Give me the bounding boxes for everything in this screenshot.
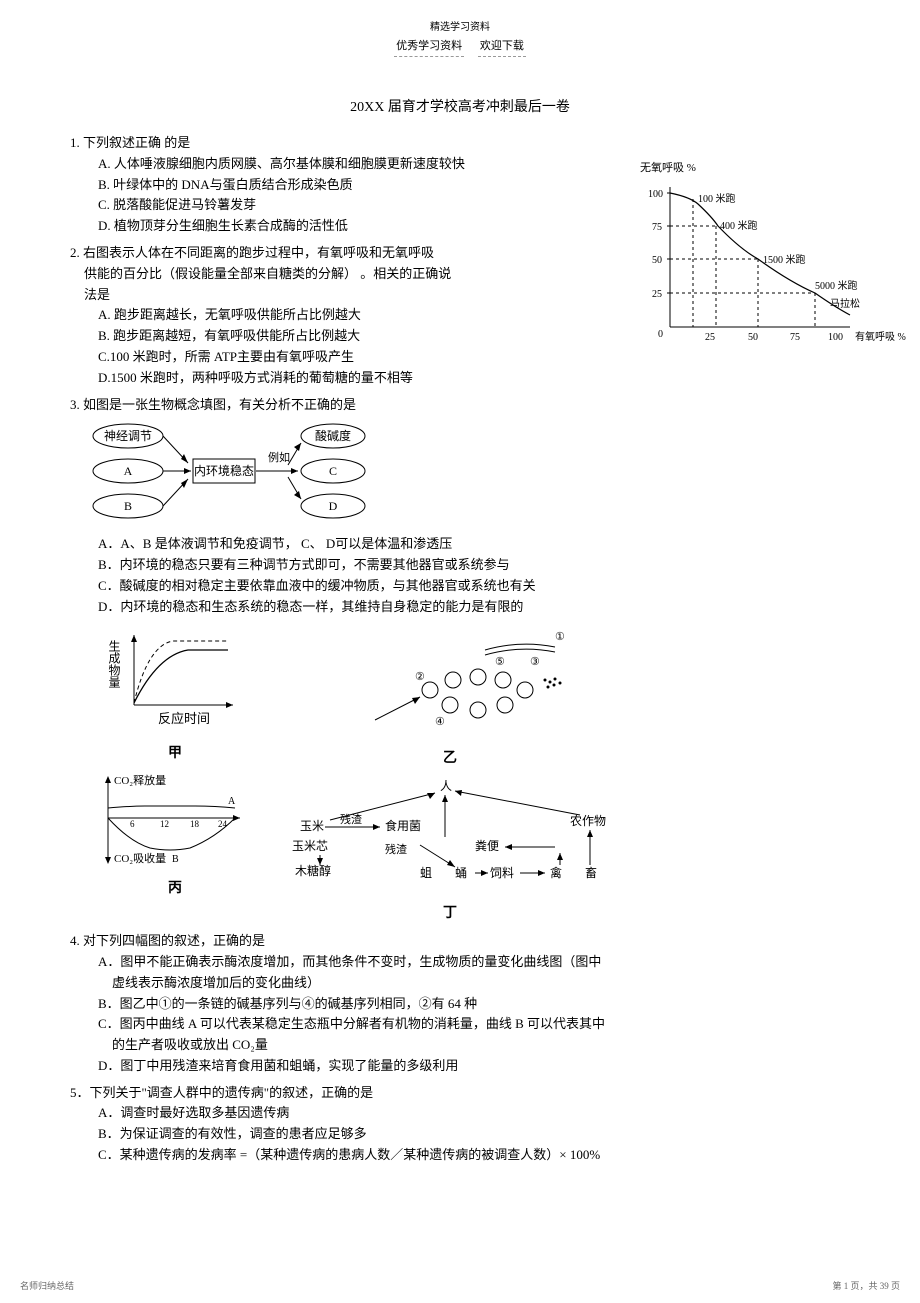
- svg-text:神经调节: 神经调节: [104, 429, 152, 443]
- svg-text:50: 50: [652, 255, 662, 266]
- q5-option-b: B．为保证调查的有效性，调查的患者应足够多: [70, 1124, 850, 1145]
- header-sub-left: 优秀学习资料: [394, 38, 464, 57]
- svg-text:有氧呼吸 %: 有氧呼吸 %: [855, 330, 906, 343]
- header-sub-right: 欢迎下载: [478, 38, 526, 57]
- q5-stem: 5．下列关于"调查人群中的遗传病"的叙述，正确的是: [70, 1083, 850, 1104]
- svg-text:⑤: ⑤: [495, 656, 505, 668]
- q4-option-a: A．图甲不能正确表示酶浓度增加，而其他条件不变时，生成物质的量变化曲线图（图中: [70, 952, 850, 973]
- q4-option-b: B．图乙中①的一条链的碱基序列与④的碱基序列相同，②有 64 种: [70, 994, 850, 1015]
- exam-title: 20XX 届育才学校高考冲刺最后一卷: [70, 97, 850, 119]
- svg-text:玉米芯: 玉米芯: [292, 839, 328, 853]
- svg-text:②: ②: [415, 671, 425, 683]
- panel-ding-label: 丁: [443, 901, 457, 923]
- q4-option-c: C．图丙中曲线 A 可以代表某稳定生态瓶中分解者有机物的消耗量，曲线 B 可以代…: [70, 1014, 850, 1035]
- svg-text:①: ①: [555, 631, 565, 643]
- svg-text:24: 24: [218, 819, 228, 829]
- q5-option-a: A．调查时最好选取多基因遗传病: [70, 1103, 850, 1124]
- svg-text:25: 25: [652, 289, 662, 300]
- q3-option-a: A．A、B 是体液调节和免疫调节， C、 D可以是体温和渗透压: [70, 534, 850, 555]
- svg-text:残渣: 残渣: [340, 812, 362, 826]
- svg-text:D: D: [329, 499, 338, 513]
- panel-yi-label: 乙: [443, 746, 457, 768]
- svg-text:75: 75: [652, 222, 662, 233]
- svg-text:CO₂吸收量: CO₂吸收量: [114, 851, 166, 865]
- svg-text:农作物: 农作物: [570, 814, 606, 828]
- svg-text:6: 6: [130, 819, 135, 829]
- svg-text:④: ④: [435, 716, 445, 728]
- svg-text:粪便: 粪便: [475, 839, 499, 853]
- footer-right: 第 1 页，共 39 页: [832, 1279, 900, 1293]
- question-3: 3. 如图是一张生物概念填图，有关分析不正确的是 神经调节 A B 内环境稳态 …: [70, 395, 850, 618]
- svg-text:畜: 畜: [585, 865, 597, 880]
- q2-option-d: D.1500 米跑时，两种呼吸方式消耗的葡萄糖的量不相等: [70, 368, 850, 389]
- q4-option-d: D．图丁中用残渣来培育食用菌和蛆蛹，实现了能量的多级利用: [70, 1056, 850, 1077]
- footer-left: 名师归纳总结: [20, 1279, 74, 1293]
- svg-text:100 米跑: 100 米跑: [698, 192, 736, 205]
- svg-text:1500 米跑: 1500 米跑: [763, 253, 806, 266]
- svg-text:玉米: 玉米: [300, 819, 324, 833]
- svg-text:A: A: [228, 796, 236, 807]
- svg-text:0: 0: [658, 329, 663, 340]
- svg-text:25: 25: [705, 332, 715, 343]
- q4-option-c2: 的生产者吸收或放出 CO₂量: [70, 1035, 850, 1056]
- svg-text:酸碱度: 酸碱度: [315, 428, 351, 443]
- svg-text:人: 人: [440, 779, 452, 793]
- header-top: 精选学习资料: [70, 20, 850, 36]
- four-panels: 生成物量 反应时间 甲 CO₂释放量 6 12 18 24: [100, 625, 850, 923]
- panel-bing: CO₂释放量 6 12 18 24 A B CO₂吸收量: [100, 770, 250, 870]
- svg-text:100: 100: [828, 332, 843, 343]
- svg-text:食用菌: 食用菌: [385, 818, 421, 833]
- svg-text:木糖醇: 木糖醇: [295, 863, 331, 878]
- svg-text:③: ③: [530, 656, 540, 668]
- svg-text:例如: 例如: [268, 450, 290, 464]
- q3-option-d: D．内环境的稳态和生态系统的稳态一样，其维持自身稳定的能力是有限的: [70, 597, 850, 618]
- q4-stem: 4. 对下列四幅图的叙述，正确的是: [70, 931, 850, 952]
- svg-text:B: B: [124, 499, 132, 513]
- panel-ding: 人 玉米 残渣 食用菌 农作物 玉米芯 残渣 粪便 木糖醇 蛆 蛹 饲料: [280, 775, 620, 895]
- svg-text:12: 12: [160, 819, 169, 829]
- svg-text:饲料: 饲料: [490, 866, 514, 880]
- svg-text:400 米跑: 400 米跑: [720, 219, 758, 232]
- svg-text:B: B: [172, 854, 179, 865]
- concept-map: 神经调节 A B 内环境稳态 例如 酸碱度 C D: [88, 421, 378, 521]
- svg-text:反应时间: 反应时间: [158, 711, 210, 726]
- panel-jia-label: 甲: [168, 741, 182, 763]
- header-sub: 优秀学习资料 欢迎下载: [70, 38, 850, 57]
- q3-option-b: B．内环境的稳态只要有三种调节方式即可，不需要其他器官或系统参与: [70, 555, 850, 576]
- q2-chart: 无氧呼吸 % 100 75 50 25 0 25 50 75 100 有氧呼吸 …: [630, 157, 910, 357]
- svg-text:禽: 禽: [550, 865, 562, 880]
- svg-text:C: C: [329, 464, 337, 478]
- svg-text:蛹: 蛹: [455, 866, 467, 880]
- q4-option-a2: 虚线表示酶浓度增加后的变化曲线）: [70, 973, 850, 994]
- panel-jia: 生成物量 反应时间: [108, 625, 243, 735]
- q5-option-c: C．某种遗传病的发病率 =（某种遗传病的患病人数／某种遗传病的被调查人数）× 1…: [70, 1145, 850, 1166]
- question-4: 4. 对下列四幅图的叙述，正确的是 A．图甲不能正确表示酶浓度增加，而其他条件不…: [70, 931, 850, 1077]
- y-axis-label: 无氧呼吸 %: [640, 160, 696, 174]
- svg-text:内环境稳态: 内环境稳态: [194, 463, 254, 478]
- panel-yi: ① ⑤ ③ ② ④: [320, 625, 580, 740]
- svg-text:马拉松: 马拉松: [830, 297, 860, 310]
- panel-bing-label: 丙: [168, 876, 182, 898]
- svg-text:100: 100: [648, 189, 663, 200]
- svg-text:CO₂释放量: CO₂释放量: [114, 773, 166, 787]
- svg-text:蛆: 蛆: [420, 866, 432, 880]
- svg-text:A: A: [124, 464, 133, 478]
- svg-text:75: 75: [790, 332, 800, 343]
- question-5: 5．下列关于"调查人群中的遗传病"的叙述，正确的是 A．调查时最好选取多基因遗传…: [70, 1083, 850, 1166]
- svg-text:5000 米跑: 5000 米跑: [815, 279, 858, 292]
- q3-option-c: C．酸碱度的相对稳定主要依靠血液中的缓冲物质，与其他器官或系统也有关: [70, 576, 850, 597]
- svg-text:50: 50: [748, 332, 758, 343]
- svg-text:18: 18: [190, 819, 200, 829]
- svg-text:生成物量: 生成物量: [108, 640, 121, 688]
- q1-stem: 1. 下列叙述正确 的是: [70, 133, 850, 154]
- q3-stem: 3. 如图是一张生物概念填图，有关分析不正确的是: [70, 395, 850, 416]
- svg-text:残渣: 残渣: [385, 842, 407, 856]
